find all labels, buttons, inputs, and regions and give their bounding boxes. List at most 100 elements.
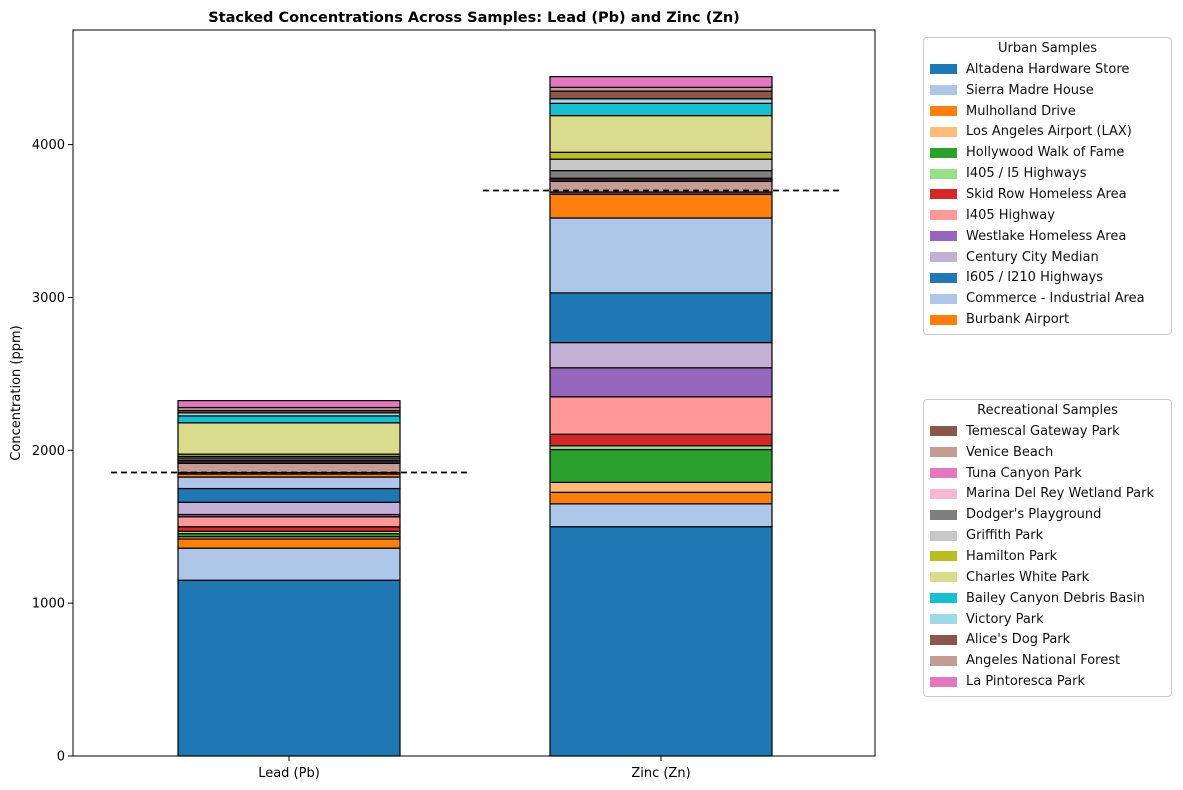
legend-item: Hamilton Park <box>930 546 1165 567</box>
legend-item: Century City Median <box>930 247 1165 268</box>
legend-item: Marina Del Rey Wetland Park <box>930 484 1165 505</box>
legend-swatch <box>930 530 957 541</box>
legend-item: Tuna Canyon Park <box>930 463 1165 484</box>
bars-layer <box>177 76 773 757</box>
legend-item: Charles White Park <box>930 567 1165 588</box>
chart-title: Stacked Concentrations Across Samples: L… <box>208 10 740 26</box>
x-axis: Lead (Pb) Zinc (Zn) <box>258 756 691 781</box>
x-tick-label: Zinc (Zn) <box>631 766 690 781</box>
legend-label: Hamilton Park <box>966 548 1058 564</box>
bar-stack-0 <box>177 400 401 757</box>
legend-recreational: Recreational Samples Temescal Gateway Pa… <box>923 399 1172 697</box>
bar-segment <box>549 114 773 153</box>
legend-label: Victory Park <box>966 611 1044 627</box>
legend-swatch <box>930 468 957 479</box>
legend-item: Commerce - Industrial Area <box>930 288 1165 309</box>
legend-item: I605 / I210 Highways <box>930 267 1165 288</box>
legend-item: Temescal Gateway Park <box>930 421 1165 442</box>
bar-segment <box>177 422 401 455</box>
legend-label: Alice's Dog Park <box>966 632 1071 648</box>
legend-label: Charles White Park <box>966 569 1090 585</box>
legend-label: Marina Del Rey Wetland Park <box>966 486 1154 502</box>
bar-segment <box>177 501 401 516</box>
legend-recreational-title: Recreational Samples <box>977 403 1118 418</box>
y-tick-label: 3000 <box>32 291 65 306</box>
legend-swatch <box>930 314 957 325</box>
legend-recreational-items: Temescal Gateway Park Venice Beach Tuna Ca… <box>930 421 1165 692</box>
legend-swatch <box>930 64 957 75</box>
bar-segment <box>177 526 401 532</box>
bar-segment <box>177 415 401 424</box>
bar-segment <box>549 341 773 369</box>
legend-label: Hollywood Walk of Fame <box>966 145 1125 161</box>
legend-swatch <box>930 634 957 645</box>
legend-item: I405 / I5 Highways <box>930 163 1165 184</box>
bar-segment <box>177 462 401 474</box>
y-tick-label: 0 <box>57 750 65 765</box>
bar-segment <box>177 487 401 503</box>
legend-swatch <box>930 293 957 304</box>
legend-label: Mulholland Drive <box>966 103 1076 119</box>
bar-segment <box>549 76 773 88</box>
legend-swatch <box>930 252 957 263</box>
bar-segment <box>549 367 773 398</box>
legend-label: Bailey Canyon Debris Basin <box>966 590 1145 606</box>
legend-swatch <box>930 488 957 499</box>
legend-swatch <box>930 168 957 179</box>
bar-segment <box>549 433 773 447</box>
legend-swatch <box>930 126 957 137</box>
plot-frame <box>72 29 876 757</box>
legend-urban-title: Urban Samples <box>998 41 1097 56</box>
bar-segment <box>177 400 401 409</box>
legend-label: Century City Median <box>966 249 1099 265</box>
bar-segment <box>549 90 773 100</box>
x-tick-label: Lead (Pb) <box>258 766 320 781</box>
y-tick-label: 2000 <box>32 444 65 459</box>
legend-label: Los Angeles Airport (LAX) <box>966 124 1132 140</box>
legend-swatch <box>930 676 957 687</box>
legend-label: Commerce - Industrial Area <box>966 291 1145 307</box>
legend-label: I405 Highway <box>966 207 1055 223</box>
legend-swatch <box>930 551 957 562</box>
legend-item: Westlake Homeless Area <box>930 226 1165 247</box>
y-axis-label: Concentration (ppm) <box>9 325 24 460</box>
bar-segment <box>549 526 773 757</box>
bar-segment <box>549 170 773 179</box>
legend-label: Westlake Homeless Area <box>966 228 1127 244</box>
legend-label: Angeles National Forest <box>966 653 1121 669</box>
legend-item: Altadena Hardware Store <box>930 59 1165 80</box>
legend-urban: Urban Samples Altadena Hardware Store Sie… <box>923 37 1172 335</box>
legend-item: Mulholland Drive <box>930 101 1165 122</box>
bar-segment <box>177 547 401 581</box>
bar-segment <box>177 579 401 757</box>
legend-swatch <box>930 572 957 583</box>
legend-swatch <box>930 426 957 437</box>
bar-segment <box>549 98 773 104</box>
bar-segment <box>177 538 401 549</box>
legend-label: Sierra Madre House <box>966 82 1094 98</box>
legend-swatch <box>930 189 957 200</box>
bar-segment <box>549 503 773 528</box>
y-tick-label: 1000 <box>32 597 65 612</box>
bar-segment <box>549 491 773 505</box>
legend-item: Los Angeles Airport (LAX) <box>930 122 1165 143</box>
bar-segment <box>549 292 773 344</box>
legend-swatch <box>930 447 957 458</box>
legend-item: La Pintoresca Park <box>930 671 1165 692</box>
legend-label: Griffith Park <box>966 528 1044 544</box>
legend-swatch <box>930 210 957 221</box>
legend-item: Victory Park <box>930 609 1165 630</box>
legend-label: Altadena Hardware Store <box>966 61 1130 77</box>
bar-segment <box>549 448 773 484</box>
legend-label: Dodger's Playground <box>966 507 1102 523</box>
legend-label: Burbank Airport <box>966 312 1070 328</box>
legend-swatch <box>930 85 957 96</box>
legend-label: La Pintoresca Park <box>966 674 1085 690</box>
bar-segment <box>549 158 773 172</box>
bar-segment <box>549 193 773 219</box>
legend-swatch <box>930 614 957 625</box>
legend-item: Burbank Airport <box>930 309 1165 330</box>
legend-item: Griffith Park <box>930 525 1165 546</box>
bar-stack-1 <box>549 76 773 757</box>
